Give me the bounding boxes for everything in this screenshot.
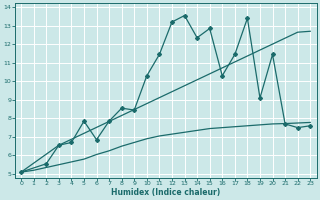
X-axis label: Humidex (Indice chaleur): Humidex (Indice chaleur) [111, 188, 220, 197]
